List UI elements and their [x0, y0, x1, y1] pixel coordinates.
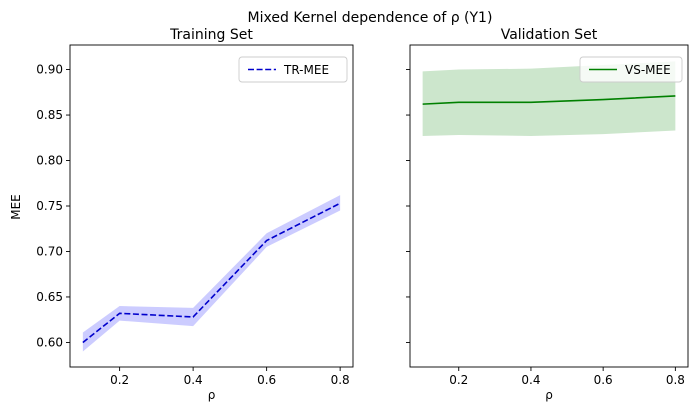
- panel-title: Training Set: [169, 27, 253, 43]
- x-tick-label: 0.4: [184, 373, 203, 387]
- x-tick-label: 0.8: [666, 373, 685, 387]
- confidence-band: [82, 195, 341, 352]
- y-tick-label: 0.90: [36, 63, 63, 77]
- y-tick-label: 0.60: [36, 335, 63, 349]
- legend-box: [238, 56, 348, 83]
- x-axis-label: ρ: [545, 388, 553, 402]
- y-tick-label: 0.80: [36, 154, 63, 168]
- legend-label: VS-MEE: [625, 63, 671, 77]
- legend-box: [579, 56, 683, 83]
- x-tick-label: 0.6: [257, 373, 276, 387]
- x-tick-label: 0.6: [594, 373, 613, 387]
- legend-label: TR-MEE: [283, 63, 329, 77]
- x-tick-label: 0.2: [449, 373, 468, 387]
- validation-set-panel: Validation Set 0.2 0.4 0.6 0.8 ρ VS-MEE: [406, 27, 689, 402]
- y-tick-label: 0.65: [36, 290, 63, 304]
- x-tick-label: 0.2: [110, 373, 129, 387]
- y-tick-label: 0.75: [36, 199, 63, 213]
- x-tick-label: 0.4: [521, 373, 540, 387]
- y-axis-label: MEE: [9, 194, 23, 220]
- x-tick-label: 0.8: [331, 373, 350, 387]
- y-tick-label: 0.70: [36, 244, 63, 258]
- training-set-panel: Training Set 0.2 0.4 0.6 0.8 0.60 0.65 0.70 0.75…: [36, 27, 354, 402]
- chart-suptitle: Mixed Kernel dependence of ρ (Y1): [248, 10, 493, 26]
- y-tick-label: 0.85: [36, 108, 63, 122]
- x-axis-label: ρ: [208, 388, 216, 402]
- panel-title: Validation Set: [501, 27, 598, 43]
